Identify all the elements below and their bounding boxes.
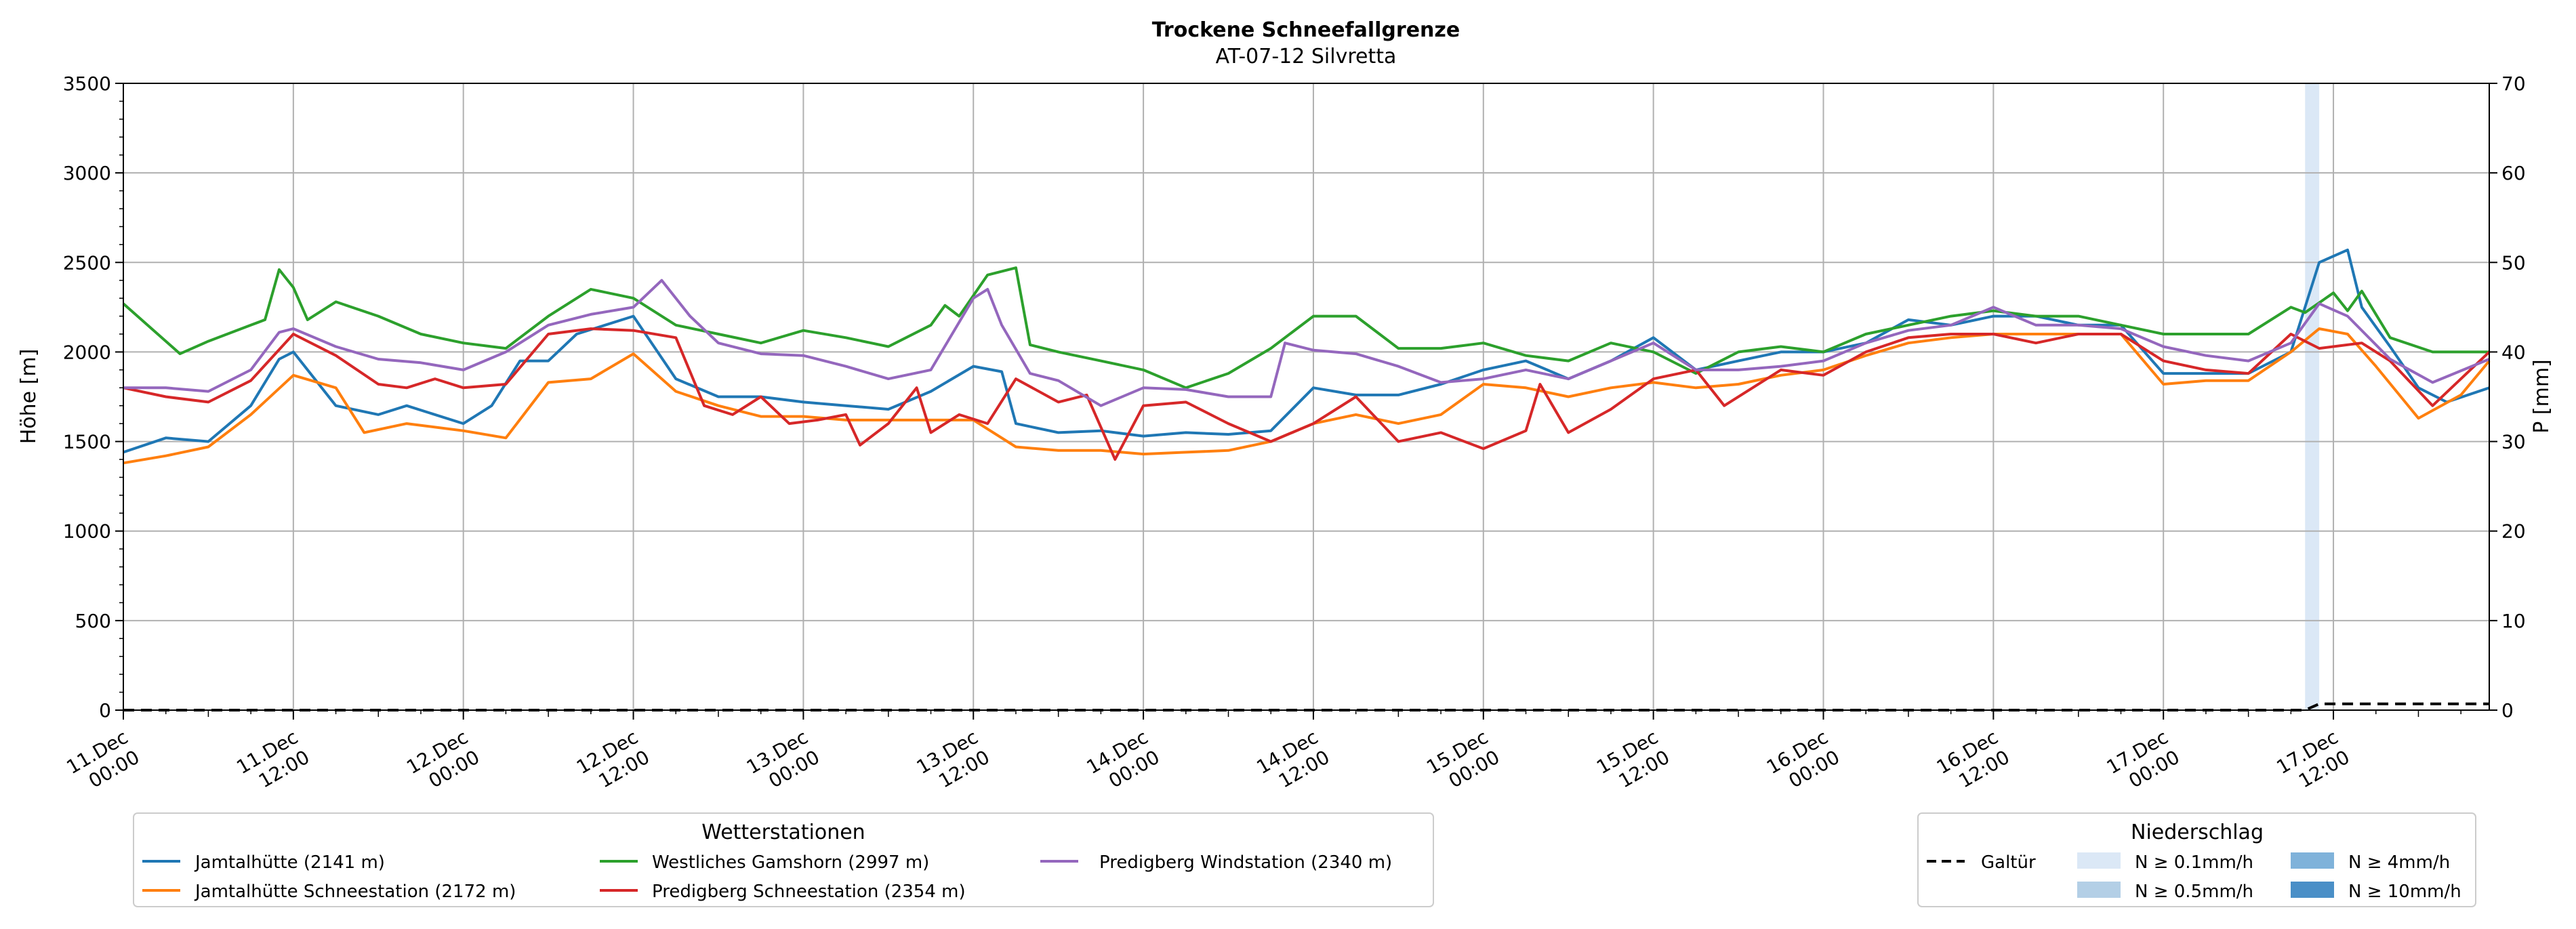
legend-swatch (2077, 882, 2121, 898)
axes: 0 500 1000 1500 2000 2500 3000 3500 0 10 20 30 40 50 6… (63, 73, 2526, 792)
legend-label: Jamtalhütte Schneestation (2172 m) (194, 882, 516, 902)
y-tick-label: 500 (75, 610, 111, 632)
legend-swatch (2291, 882, 2334, 898)
legend-stations: Wetterstationen Jamtalhütte (2141 m) Jam… (133, 812, 1434, 907)
series-line-4 (123, 278, 2490, 407)
y2-axis-label: P [mm] (2530, 359, 2554, 433)
series-line-0 (123, 248, 2490, 454)
y-tick-label: 2000 (63, 341, 111, 363)
legend-entry: N ≥ 4mm/h (2291, 852, 2450, 873)
plot-frame (123, 83, 2490, 711)
legend-label: N ≥ 10mm/h (2348, 882, 2461, 902)
legend-entry: Galtür (1927, 852, 2036, 873)
y2-tick-label: 20 (2501, 520, 2526, 543)
legend-label: N ≥ 0.5mm/h (2135, 882, 2253, 902)
y2-tick-label: 60 (2501, 162, 2526, 184)
y2-tick-label: 70 (2501, 73, 2526, 95)
series-layer (122, 248, 2491, 711)
legend-label: N ≥ 0.1mm/h (2135, 852, 2253, 873)
y-axis-label: Höhe [m] (17, 349, 41, 445)
legend-swatch (2077, 852, 2121, 869)
legend-entry: Predigberg Windstation (2340 m) (1040, 852, 1392, 873)
legend-label: Predigberg Windstation (2340 m) (1099, 852, 1392, 873)
legend-entry: N ≥ 0.1mm/h (2077, 852, 2253, 873)
legend-precipitation: Niederschlag Galtür N ≥ 0.1mm/h N ≥ 0.5m… (1917, 812, 2476, 907)
chart-title: Trockene Schneefallgrenze (1152, 18, 1460, 42)
legend-entry: N ≥ 10mm/h (2291, 882, 2461, 902)
legend-swatch (2291, 852, 2334, 869)
y2-tick-label: 10 (2501, 610, 2526, 632)
legend-entry: Predigberg Schneestation (2354 m) (600, 882, 966, 902)
grid (123, 83, 2489, 711)
y-tick-label: 3000 (63, 162, 111, 184)
legend-label: Jamtalhütte (2141 m) (194, 852, 385, 873)
legend-label: Predigberg Schneestation (2354 m) (652, 882, 966, 902)
y-tick-label: 3500 (63, 73, 111, 95)
precip-band-layer (2305, 83, 2320, 710)
series-line-2 (122, 266, 2489, 390)
y-tick-label: 1000 (63, 520, 111, 543)
chart-subtitle: AT-07-12 Silvretta (1216, 45, 1397, 68)
y2-tick-label: 40 (2501, 341, 2526, 363)
legend-label: Galtür (1981, 852, 2036, 873)
legend-entry: Jamtalhütte (2141 m) (142, 852, 385, 873)
y-tick-label: 2500 (63, 251, 111, 274)
series-line-5 (123, 702, 2489, 711)
series-line-1 (123, 327, 2491, 465)
legend-entry: N ≥ 0.5mm/h (2077, 882, 2253, 902)
series-line-3 (123, 327, 2491, 461)
legend-label: N ≥ 4mm/h (2348, 852, 2450, 873)
legend-precip-title: Niederschlag (2131, 821, 2264, 844)
y-tick-label: 1500 (63, 431, 111, 453)
y-tick-label: 0 (99, 699, 111, 722)
legend-stations-title: Wetterstationen (701, 821, 865, 844)
legend-label: Westliches Gamshorn (2997 m) (652, 852, 929, 873)
y2-tick-label: 30 (2501, 431, 2526, 453)
y2-tick-label: 0 (2501, 699, 2514, 722)
y2-tick-label: 50 (2501, 251, 2526, 274)
legend-entry: Jamtalhütte Schneestation (2172 m) (142, 882, 516, 902)
legend-entry: Westliches Gamshorn (2997 m) (600, 852, 929, 873)
precip-band (2305, 83, 2320, 710)
